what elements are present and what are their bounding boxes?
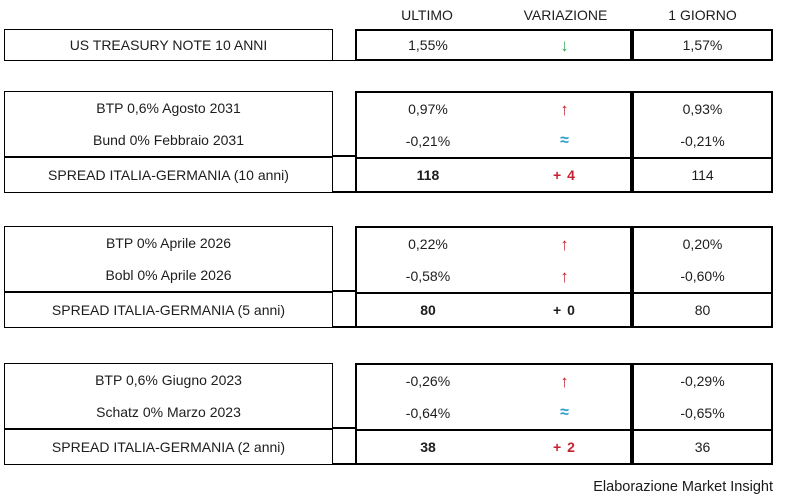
group-us-treasury: US TREASURY NOTE 10 ANNI 1,55% ↓ 1,57% xyxy=(4,29,773,61)
approx-equal-icon: ≈ xyxy=(560,404,569,421)
table-header: ULTIMO VARIAZIONE 1 GIORNO xyxy=(4,0,773,29)
giorno-value: -0,65% xyxy=(680,405,725,421)
spread-label: SPREAD ITALIA-GERMANIA (2 anni) xyxy=(51,439,286,455)
ultimo-value: -0,26% xyxy=(405,373,451,389)
gap-underline xyxy=(333,29,355,61)
ultimo-value: -0,21% xyxy=(405,133,451,149)
table-row: BTP 0,6% Agosto 2031 xyxy=(5,92,332,124)
giorno-value: -0,60% xyxy=(680,268,725,284)
giorno-value: -0,29% xyxy=(680,373,725,389)
ultimo-value: -0,64% xyxy=(405,405,451,421)
instrument-label: Bund 0% Febbraio 2031 xyxy=(93,132,244,148)
table-row: BTP 0,6% Giugno 2023 xyxy=(5,364,332,396)
spread-value: 80 xyxy=(420,302,436,318)
giorno-value: -0,21% xyxy=(680,133,725,149)
table-row: Bobl 0% Aprile 2026 xyxy=(5,259,332,291)
spread-delta: + 4 xyxy=(553,167,576,183)
spread-giorno-value: 114 xyxy=(691,167,714,183)
up-arrow-icon: ↑ xyxy=(560,266,569,286)
table-row: US TREASURY NOTE 10 ANNI xyxy=(5,30,332,60)
spread-giorno-value: 80 xyxy=(694,302,711,318)
instrument-label: Bobl 0% Aprile 2026 xyxy=(105,267,232,283)
ultimo-value: 0,97% xyxy=(408,101,448,117)
spread-label: SPREAD ITALIA-GERMANIA (10 anni) xyxy=(48,167,289,183)
ultimo-value: -0,58% xyxy=(405,268,451,284)
instrument-label: BTP 0% Aprile 2026 xyxy=(105,235,232,251)
bond-table: ULTIMO VARIAZIONE 1 GIORNO US TREASURY N… xyxy=(4,0,773,495)
approx-equal-icon: ≈ xyxy=(560,132,569,149)
down-arrow-icon: ↓ xyxy=(560,35,569,55)
instrument-label: Schatz 0% Marzo 2023 xyxy=(96,404,241,420)
ultimo-value: 0,22% xyxy=(408,236,448,252)
gap-separator xyxy=(333,155,355,193)
spread-delta: + 0 xyxy=(553,302,576,318)
giorno-value: 0,20% xyxy=(682,236,723,252)
giorno-value: 1,57% xyxy=(682,37,723,53)
group-10-anni: BTP 0,6% Agosto 2031 Bund 0% Febbraio 20… xyxy=(4,91,773,193)
source-credit: Elaborazione Market Insight xyxy=(593,479,773,495)
spread-row: SPREAD ITALIA-GERMANIA (10 anni) xyxy=(5,156,332,192)
col-header-1-giorno: 1 GIORNO xyxy=(668,6,737,23)
col-header-variazione: VARIAZIONE xyxy=(523,6,608,23)
giorno-value: 0,93% xyxy=(682,101,723,117)
spread-giorno-value: 36 xyxy=(694,439,711,455)
up-arrow-icon: ↑ xyxy=(560,234,569,254)
table-row: BTP 0% Aprile 2026 xyxy=(5,227,332,259)
spread-label: SPREAD ITALIA-GERMANIA (5 anni) xyxy=(51,302,286,318)
spread-delta: + 2 xyxy=(553,439,576,455)
group-5-anni: BTP 0% Aprile 2026 Bobl 0% Aprile 2026 S… xyxy=(4,226,773,328)
ultimo-value: 1,55% xyxy=(408,37,448,53)
up-arrow-icon: ↑ xyxy=(560,99,569,119)
table-row: Bund 0% Febbraio 2031 xyxy=(5,124,332,156)
spread-row: SPREAD ITALIA-GERMANIA (2 anni) xyxy=(5,428,332,464)
instrument-label: BTP 0,6% Agosto 2031 xyxy=(96,100,241,116)
instrument-label: US TREASURY NOTE 10 ANNI xyxy=(69,37,268,53)
instrument-label: BTP 0,6% Giugno 2023 xyxy=(95,372,242,388)
table-row: Schatz 0% Marzo 2023 xyxy=(5,396,332,428)
up-arrow-icon: ↑ xyxy=(560,371,569,391)
group-2-anni: BTP 0,6% Giugno 2023 Schatz 0% Marzo 202… xyxy=(4,363,773,465)
spread-row: SPREAD ITALIA-GERMANIA (5 anni) xyxy=(5,291,332,327)
spread-value: 38 xyxy=(420,439,436,455)
gap-separator xyxy=(333,427,355,465)
spread-value: 118 xyxy=(416,167,440,183)
gap-separator xyxy=(333,290,355,328)
col-header-ultimo: ULTIMO xyxy=(401,6,453,23)
